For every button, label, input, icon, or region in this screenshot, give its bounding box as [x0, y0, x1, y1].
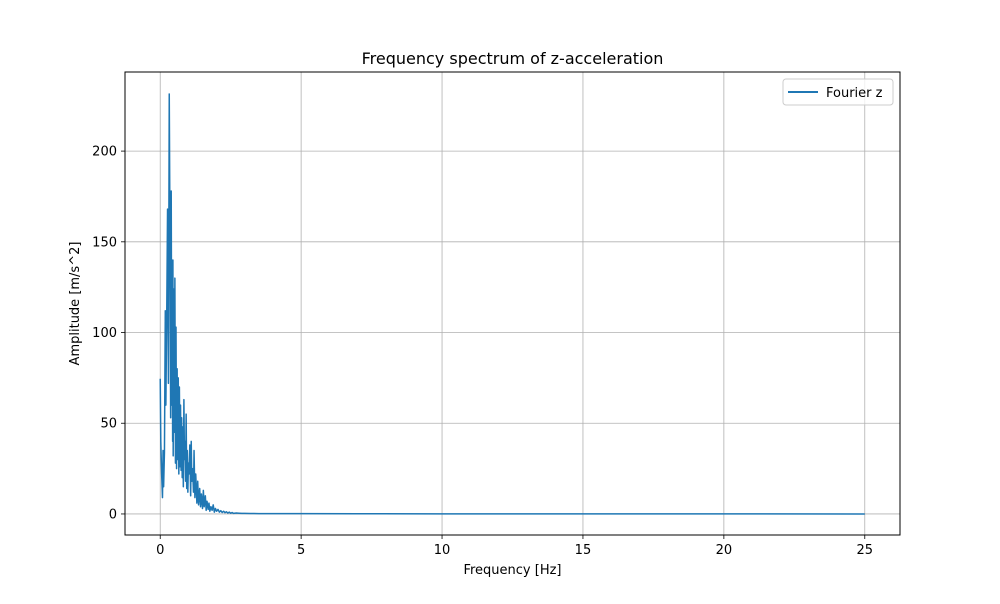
plot-frame	[124, 71, 901, 536]
y-tick-label: 150	[92, 235, 117, 250]
legend: Fourier z	[782, 78, 894, 106]
x-tick-label: 0	[156, 543, 164, 558]
y-tick-label: 50	[100, 417, 117, 432]
plot-layer	[159, 93, 865, 515]
y-tick-label: 0	[109, 507, 117, 522]
tick-layer: 0 5 10 15 20 25 0 50 100 150 200	[92, 145, 873, 558]
x-tick-label: 25	[856, 543, 873, 558]
x-tick-label: 5	[297, 543, 305, 558]
legend-box	[782, 78, 894, 106]
x-tick-label: 10	[434, 543, 451, 558]
x-tick-label: 15	[575, 543, 592, 558]
y-tick-label: 200	[92, 145, 117, 160]
x-axis-label: Frequency [Hz]	[463, 563, 561, 578]
chart-title: Frequency spectrum of z-acceleration	[362, 49, 664, 68]
grid-layer	[125, 72, 900, 535]
legend-label: Fourier z	[826, 86, 883, 101]
y-axis-label: Amplitude [m/s^2]	[68, 242, 83, 366]
x-tick-label: 20	[716, 543, 733, 558]
series-line-0	[159, 93, 865, 515]
y-tick-label: 100	[92, 326, 117, 341]
